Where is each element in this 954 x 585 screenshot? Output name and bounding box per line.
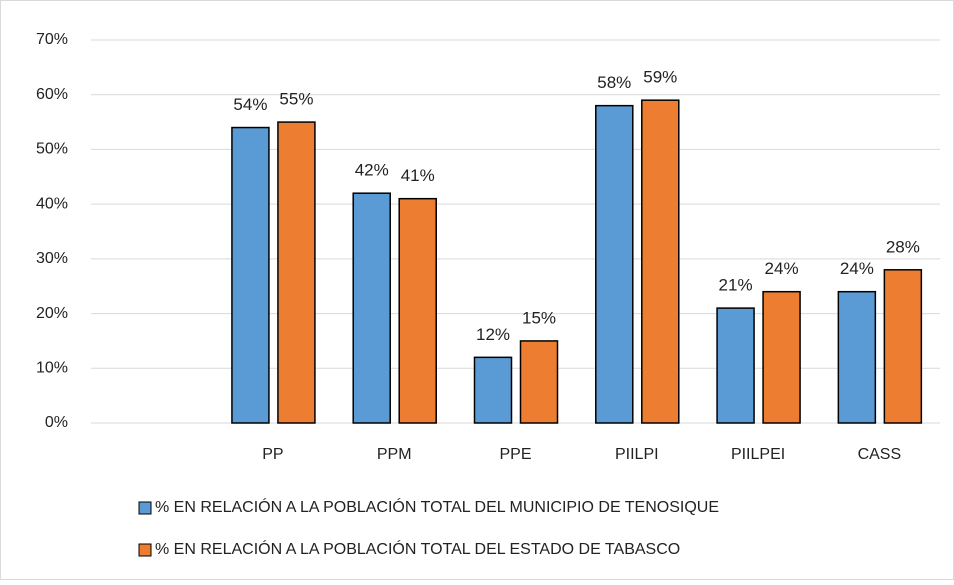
x-tick-label: CASS xyxy=(858,446,902,463)
data-label: 55% xyxy=(279,90,313,109)
x-tick-label: PIILPI xyxy=(615,446,659,463)
bar xyxy=(595,104,634,424)
bar xyxy=(519,340,559,424)
x-tick-label: PIILPEI xyxy=(731,446,785,463)
data-label: 58% xyxy=(597,73,631,92)
y-tick-label: 40% xyxy=(36,195,68,212)
legend-swatch xyxy=(138,501,152,515)
y-tick-label: 30% xyxy=(36,250,68,267)
data-label: 41% xyxy=(401,166,435,185)
y-tick-label: 0% xyxy=(45,414,68,431)
x-tick-label: PP xyxy=(262,446,283,463)
y-tick-label: 70% xyxy=(36,31,68,48)
data-label: 24% xyxy=(840,259,874,278)
x-tick-label: PPE xyxy=(499,446,531,463)
bar xyxy=(762,290,801,424)
data-label: 21% xyxy=(719,276,753,295)
bar xyxy=(473,356,513,424)
y-tick-label: 10% xyxy=(36,360,68,377)
y-tick-label: 50% xyxy=(36,141,68,158)
legend-label: % EN RELACIÓN A LA POBLACIÓN TOTAL DEL M… xyxy=(155,497,719,516)
bar xyxy=(641,99,680,424)
legend-label: % EN RELACIÓN A LA POBLACIÓN TOTAL DEL E… xyxy=(155,539,680,558)
data-label: 42% xyxy=(355,161,389,180)
bar xyxy=(352,192,391,424)
x-tick-label: PPM xyxy=(377,446,412,463)
y-tick-label: 60% xyxy=(36,86,68,103)
data-label: 15% xyxy=(522,308,556,327)
data-label: 59% xyxy=(643,68,677,87)
y-tick-label: 20% xyxy=(36,305,68,322)
bar xyxy=(716,307,755,424)
bar xyxy=(277,121,316,424)
legend-swatch xyxy=(138,543,152,557)
data-label: 24% xyxy=(765,259,799,278)
bar xyxy=(883,269,923,424)
bar xyxy=(398,197,437,424)
data-label: 54% xyxy=(233,95,267,114)
data-label: 12% xyxy=(476,325,510,344)
bar xyxy=(231,126,270,424)
data-label: 28% xyxy=(886,237,920,256)
bar xyxy=(837,290,877,424)
